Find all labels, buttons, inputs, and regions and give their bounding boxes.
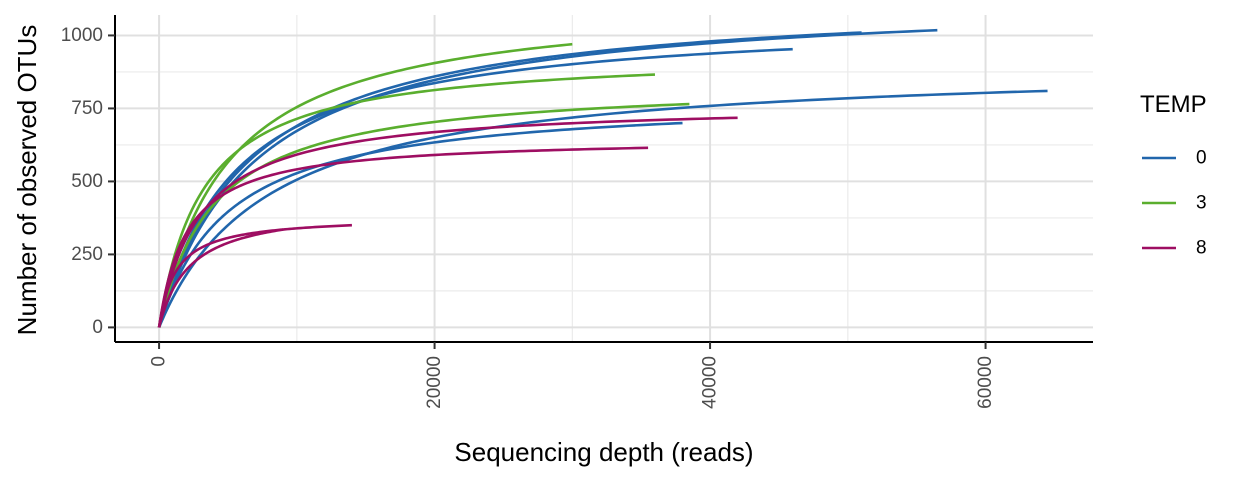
y-tick-label: 1000	[61, 25, 103, 46]
legend-label-8: 8	[1196, 238, 1207, 259]
axes	[114, 15, 1093, 343]
legend: TEMP 0 3 8	[1140, 91, 1207, 259]
series-line-temp-0	[157, 28, 938, 328]
series-line-temp-8	[157, 146, 649, 328]
legend-label-0: 0	[1196, 148, 1207, 169]
grid	[115, 15, 1093, 342]
series-line-temp-0	[157, 31, 862, 328]
series-line-temp-8	[157, 116, 738, 328]
series-lines	[157, 28, 1048, 329]
y-tick-label: 250	[71, 244, 103, 265]
series-line-temp-0	[157, 121, 683, 328]
x-tick-label: 0	[149, 356, 170, 367]
y-tick-label: 750	[71, 98, 103, 119]
y-tick-label: 500	[71, 171, 103, 192]
tick-labels: 0 20000 40000 60000 0 250 500 750 1000	[61, 25, 996, 409]
series-line-temp-0	[157, 47, 793, 328]
x-axis-title: Sequencing depth (reads)	[454, 437, 753, 467]
legend-label-3: 3	[1196, 193, 1207, 214]
legend-title: TEMP	[1140, 91, 1207, 118]
series-line-temp-3	[157, 102, 690, 328]
y-tick-label: 0	[92, 317, 103, 338]
series-line-temp-3	[157, 73, 656, 328]
x-tick-label: 40000	[700, 356, 721, 409]
series-line-temp-8	[157, 228, 284, 329]
x-tick-label: 20000	[424, 356, 445, 409]
series-line-temp-8	[157, 223, 352, 329]
x-tick-label: 60000	[975, 356, 996, 409]
y-axis-title: Number of observed OTUs	[12, 25, 42, 336]
